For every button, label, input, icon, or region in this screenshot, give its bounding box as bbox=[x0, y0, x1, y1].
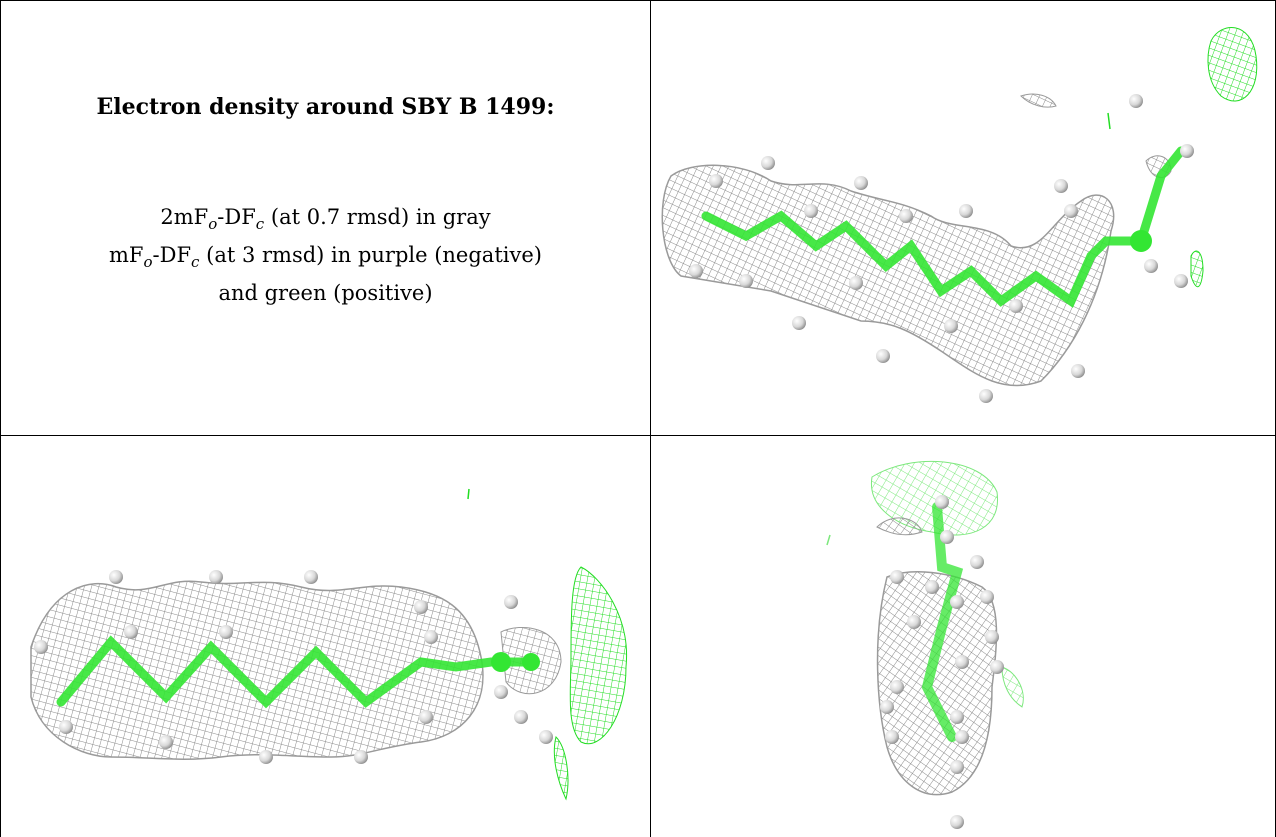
density-view-1 bbox=[661, 27, 1258, 403]
ligand-bonds bbox=[56, 635, 536, 709]
caption-cell: Electron density around SBY B 1499: 2mFo… bbox=[1, 1, 650, 431]
ligand-hydrogens bbox=[689, 94, 1194, 403]
legend-line-2fofc: 2mFo-DFc (at 0.7 rmsd) in gray bbox=[160, 205, 491, 234]
ligand-hydrogens bbox=[880, 495, 1004, 829]
density-mesh-positive bbox=[467, 488, 628, 801]
legend-line-positive: and green (positive) bbox=[218, 281, 433, 306]
table-left-border bbox=[0, 0, 1, 837]
table-top-border bbox=[0, 0, 1276, 1]
density-mesh-2fofc bbox=[661, 93, 1172, 387]
ligand-heavy-atom bbox=[491, 652, 540, 672]
figure-description: 2mFo-DFc (at 0.7 rmsd) in gray mFo-DFc (… bbox=[1, 202, 650, 309]
ligand-heavy-atom bbox=[1130, 230, 1152, 252]
density-view-2 bbox=[30, 488, 628, 801]
ligand-bonds bbox=[921, 502, 964, 742]
ligand-hydrogens bbox=[34, 570, 553, 764]
table-middle-border bbox=[0, 435, 1276, 436]
ligand-bonds bbox=[701, 146, 1186, 308]
figure-title: Electron density around SBY B 1499: bbox=[96, 94, 555, 120]
density-view-3 bbox=[826, 460, 1024, 829]
density-mesh-positive bbox=[826, 460, 1024, 708]
density-mesh-positive bbox=[1107, 27, 1258, 288]
table-center-divider bbox=[650, 0, 651, 837]
legend-line-fofc: mFo-DFc (at 3 rmsd) in purple (negative) bbox=[109, 243, 542, 272]
